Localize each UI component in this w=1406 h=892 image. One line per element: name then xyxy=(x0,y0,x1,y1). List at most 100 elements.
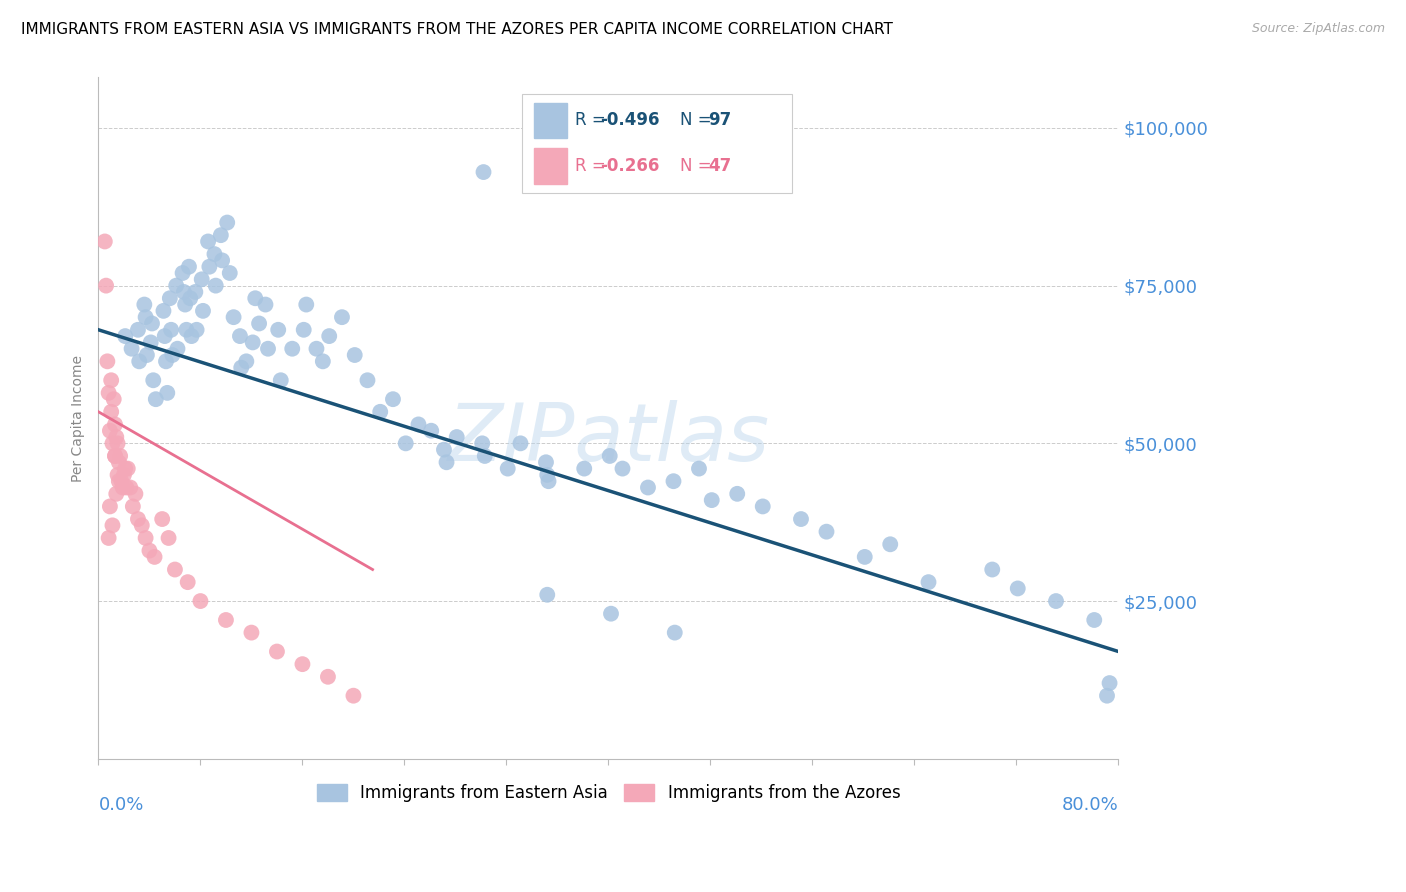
Point xyxy=(135,531,157,545)
Text: 0.0%: 0.0% xyxy=(98,797,143,814)
Point xyxy=(174,297,197,311)
Point xyxy=(190,272,212,286)
Point xyxy=(172,266,194,280)
Point xyxy=(108,474,131,488)
Point xyxy=(127,323,149,337)
Point xyxy=(342,689,364,703)
Point xyxy=(155,354,177,368)
Text: 47: 47 xyxy=(709,157,731,175)
Point xyxy=(184,285,207,299)
Point xyxy=(179,291,201,305)
Point xyxy=(143,549,166,564)
Point xyxy=(316,670,339,684)
Point xyxy=(104,417,127,432)
Point xyxy=(142,373,165,387)
Point xyxy=(356,373,378,387)
Point xyxy=(537,474,560,488)
Point xyxy=(121,500,143,514)
Text: 80.0%: 80.0% xyxy=(1062,797,1119,814)
Point xyxy=(291,657,314,672)
Point xyxy=(134,297,156,311)
Bar xyxy=(534,148,567,184)
Text: R =: R = xyxy=(575,157,610,175)
Point xyxy=(104,449,127,463)
Point xyxy=(330,310,353,325)
Point xyxy=(599,449,621,463)
Point xyxy=(163,562,186,576)
Point xyxy=(751,500,773,514)
Point xyxy=(165,278,187,293)
Point xyxy=(240,625,263,640)
Text: R =: R = xyxy=(575,112,610,129)
Point xyxy=(433,442,456,457)
Bar xyxy=(534,103,567,138)
Point xyxy=(257,342,280,356)
Point xyxy=(254,297,277,311)
Point xyxy=(295,297,318,311)
Point xyxy=(368,405,391,419)
Point xyxy=(270,373,292,387)
Point xyxy=(114,329,136,343)
Point xyxy=(138,543,160,558)
Point xyxy=(108,455,131,469)
Point xyxy=(917,575,939,590)
Point xyxy=(229,329,252,343)
Point xyxy=(1083,613,1105,627)
Point xyxy=(204,247,226,261)
Point xyxy=(110,474,132,488)
Point xyxy=(242,335,264,350)
Point xyxy=(107,436,129,450)
Text: ZIPatlas: ZIPatlas xyxy=(447,400,769,477)
Point xyxy=(536,467,558,482)
Point xyxy=(281,342,304,356)
Point xyxy=(157,531,180,545)
Point xyxy=(790,512,813,526)
Point xyxy=(197,235,219,249)
Point xyxy=(536,588,558,602)
Point xyxy=(1098,676,1121,690)
Text: Source: ZipAtlas.com: Source: ZipAtlas.com xyxy=(1251,22,1385,36)
Point xyxy=(180,329,202,343)
Point xyxy=(145,392,167,407)
Point xyxy=(312,354,335,368)
Point xyxy=(292,323,315,337)
Point xyxy=(108,449,131,463)
Point xyxy=(815,524,838,539)
Point xyxy=(100,373,122,387)
Point xyxy=(496,461,519,475)
Point xyxy=(305,342,328,356)
Point xyxy=(114,461,136,475)
Point xyxy=(105,430,128,444)
Point xyxy=(245,291,267,305)
Point xyxy=(131,518,153,533)
Point xyxy=(215,613,238,627)
Point xyxy=(166,342,188,356)
Point xyxy=(662,474,685,488)
Point xyxy=(688,461,710,475)
Point xyxy=(853,549,876,564)
Point xyxy=(156,385,179,400)
Point xyxy=(100,405,122,419)
Point xyxy=(96,354,118,368)
Point xyxy=(1007,582,1029,596)
Point xyxy=(139,335,162,350)
Point xyxy=(637,481,659,495)
Point xyxy=(104,449,127,463)
Point xyxy=(120,481,142,495)
Point xyxy=(209,228,232,243)
Point xyxy=(190,594,212,608)
Point xyxy=(97,531,120,545)
Point xyxy=(267,323,290,337)
Point xyxy=(127,512,149,526)
Text: N =: N = xyxy=(681,157,717,175)
Point xyxy=(176,575,198,590)
Point xyxy=(186,323,208,337)
Point xyxy=(150,512,173,526)
Point xyxy=(159,291,181,305)
Point xyxy=(162,348,184,362)
Point xyxy=(217,215,239,229)
Text: -0.496: -0.496 xyxy=(600,112,659,129)
Point xyxy=(408,417,430,432)
Point xyxy=(135,310,157,325)
Point xyxy=(235,354,257,368)
